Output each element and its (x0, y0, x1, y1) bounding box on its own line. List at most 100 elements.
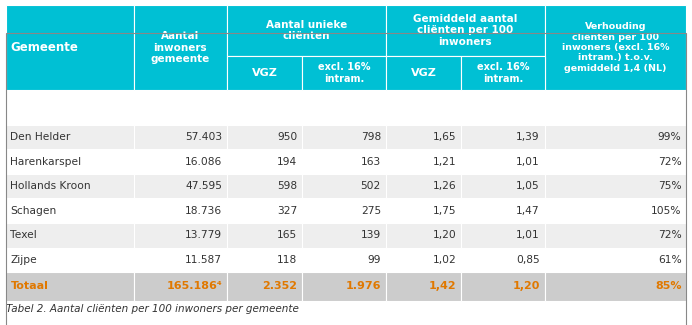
Bar (545, 248, 686, 272)
Text: 11.587: 11.587 (185, 255, 222, 265)
Text: 165.186⁴: 165.186⁴ (166, 281, 222, 292)
Bar (6, 199, 134, 223)
Text: VGZ: VGZ (252, 68, 277, 78)
Bar (134, 125, 227, 149)
Text: 61%: 61% (658, 255, 682, 265)
Text: Hollands Kroon: Hollands Kroon (10, 181, 91, 191)
Bar (227, 56, 302, 90)
Text: 118: 118 (277, 255, 298, 265)
Bar (227, 223, 302, 248)
Bar (302, 174, 385, 199)
Bar (227, 248, 302, 272)
Text: 1.976: 1.976 (345, 281, 381, 292)
Bar (461, 149, 545, 174)
Text: 1,65: 1,65 (432, 132, 456, 142)
Text: 1,26: 1,26 (432, 181, 456, 191)
Bar (302, 149, 385, 174)
Bar (6, 5, 134, 90)
Text: 99%: 99% (658, 132, 682, 142)
Text: Aantal
inwoners
gemeente: Aantal inwoners gemeente (151, 31, 210, 64)
Text: 1,47: 1,47 (516, 206, 540, 216)
Bar (545, 5, 686, 90)
Text: 1,42: 1,42 (428, 281, 456, 292)
Bar (385, 56, 461, 90)
Bar (6, 223, 134, 248)
Bar (6, 272, 134, 301)
Text: 1,75: 1,75 (432, 206, 456, 216)
Text: 16.086: 16.086 (185, 157, 222, 167)
Text: 194: 194 (277, 157, 298, 167)
Bar (461, 272, 545, 301)
Text: 13.779: 13.779 (185, 230, 222, 240)
Text: 275: 275 (361, 206, 381, 216)
Bar (545, 272, 686, 301)
Text: 1,20: 1,20 (512, 281, 540, 292)
Bar (227, 199, 302, 223)
Text: Schagen: Schagen (10, 206, 57, 216)
Text: 1,39: 1,39 (516, 132, 540, 142)
Bar (6, 248, 134, 272)
Bar (385, 272, 461, 301)
Bar (6, 149, 134, 174)
Bar (545, 174, 686, 199)
Text: 1,02: 1,02 (432, 255, 456, 265)
Bar (302, 272, 385, 301)
Text: Gemiddeld aantal
cliënten per 100
inwoners: Gemiddeld aantal cliënten per 100 inwone… (413, 14, 518, 47)
Text: 1,05: 1,05 (516, 181, 540, 191)
Text: 85%: 85% (655, 281, 682, 292)
Bar (302, 199, 385, 223)
Text: 1,01: 1,01 (516, 230, 540, 240)
Bar (545, 149, 686, 174)
Bar (134, 248, 227, 272)
Bar (545, 125, 686, 149)
Bar (385, 223, 461, 248)
Bar (302, 223, 385, 248)
Bar (385, 149, 461, 174)
Bar (6, 174, 134, 199)
Text: 18.736: 18.736 (185, 206, 222, 216)
Text: 950: 950 (277, 132, 298, 142)
Text: Tabel 2. Aantal cliënten per 100 inwoners per gemeente: Tabel 2. Aantal cliënten per 100 inwoner… (6, 304, 298, 314)
Text: 0,85: 0,85 (516, 255, 540, 265)
Bar (6, 125, 134, 149)
Bar (545, 223, 686, 248)
Bar (134, 199, 227, 223)
Text: Aantal unieke
cliënten: Aantal unieke cliënten (266, 20, 347, 41)
Text: Zijpe: Zijpe (10, 255, 37, 265)
Bar (134, 272, 227, 301)
Bar (385, 199, 461, 223)
Bar (461, 248, 545, 272)
Bar (227, 174, 302, 199)
Text: Gemeente: Gemeente (10, 41, 78, 54)
Bar (134, 5, 227, 90)
Bar (302, 248, 385, 272)
Bar (385, 5, 545, 56)
Text: VGZ: VGZ (410, 68, 437, 78)
Text: 598: 598 (277, 181, 298, 191)
Text: 1,01: 1,01 (516, 157, 540, 167)
Text: 47.595: 47.595 (185, 181, 222, 191)
Bar (134, 223, 227, 248)
Bar (227, 272, 302, 301)
Text: 72%: 72% (658, 230, 682, 240)
Bar (134, 149, 227, 174)
Text: 502: 502 (361, 181, 381, 191)
Bar (385, 174, 461, 199)
Bar (461, 174, 545, 199)
Text: Verhouding
cliënten per 100
inwoners (excl. 16%
intram.) t.o.v.
gemiddeld 1,4 (N: Verhouding cliënten per 100 inwoners (ex… (562, 22, 669, 73)
Bar (227, 5, 385, 56)
Bar (461, 56, 545, 90)
Text: 327: 327 (277, 206, 298, 216)
Bar (227, 149, 302, 174)
Text: excl. 16%
intram.: excl. 16% intram. (477, 62, 529, 84)
Text: 2.352: 2.352 (262, 281, 298, 292)
Bar (302, 56, 385, 90)
Text: excl. 16%
intram.: excl. 16% intram. (318, 62, 370, 84)
Text: Totaal: Totaal (10, 281, 48, 292)
Bar (461, 125, 545, 149)
Text: 105%: 105% (651, 206, 682, 216)
Text: 75%: 75% (658, 181, 682, 191)
Bar (385, 248, 461, 272)
Text: 165: 165 (277, 230, 298, 240)
Bar (461, 223, 545, 248)
